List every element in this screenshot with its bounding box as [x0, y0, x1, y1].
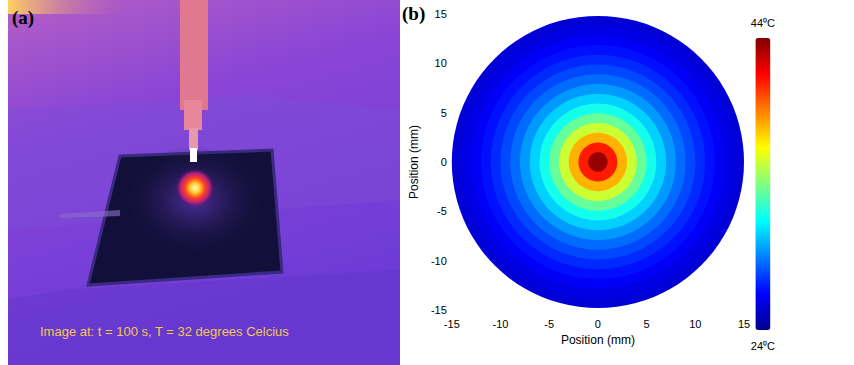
svg-text:10: 10 [689, 318, 701, 330]
svg-text:-10: -10 [431, 255, 447, 267]
svg-text:5: 5 [441, 107, 447, 119]
svg-text:5: 5 [644, 318, 650, 330]
svg-text:-5: -5 [437, 205, 447, 217]
svg-text:(b): (b) [402, 3, 425, 25]
svg-text:-10: -10 [493, 318, 509, 330]
svg-text:-5: -5 [544, 318, 554, 330]
svg-text:44⁰C: 44⁰C [751, 17, 775, 29]
svg-text:Position (mm): Position (mm) [407, 125, 421, 199]
svg-text:24⁰C: 24⁰C [751, 340, 775, 352]
svg-text:Image at: t = 100 s, T = 32 de: Image at: t = 100 s, T = 32 degrees Celc… [40, 324, 289, 339]
svg-text:Position (mm): Position (mm) [561, 333, 635, 347]
svg-text:15: 15 [738, 318, 750, 330]
svg-text:(a): (a) [12, 7, 34, 29]
svg-text:10: 10 [435, 57, 447, 69]
svg-text:-15: -15 [444, 318, 460, 330]
svg-text:15: 15 [435, 8, 447, 20]
svg-text:0: 0 [595, 318, 601, 330]
svg-text:-15: -15 [431, 304, 447, 316]
svg-text:0: 0 [441, 156, 447, 168]
